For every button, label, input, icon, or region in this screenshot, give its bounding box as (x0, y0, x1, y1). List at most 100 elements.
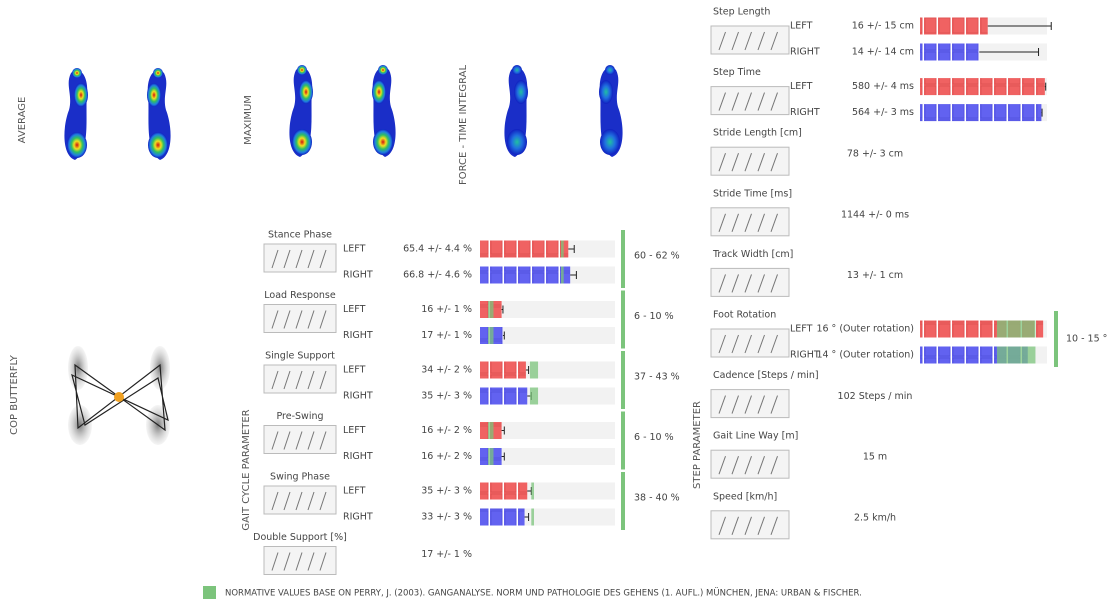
foot-heat (507, 129, 527, 155)
bar (920, 104, 1041, 121)
normative-label: 6 - 10 % (634, 311, 674, 322)
row-title: Step Length (713, 7, 770, 18)
normative-label: 38 - 40 % (634, 493, 680, 504)
cop-butterfly (68, 346, 170, 445)
value: 14 ° (Outer rotation) (816, 350, 914, 361)
value: 102 Steps / min (838, 391, 913, 402)
normative-marker (621, 230, 625, 288)
row-title: Gait Line Way [m] (713, 431, 798, 442)
illustration (264, 244, 336, 272)
row-title: Stride Time [ms] (713, 188, 792, 199)
normative-range (530, 362, 538, 379)
normative-range (997, 347, 1035, 364)
row-title: Load Response (264, 290, 336, 301)
value: 1144 +/- 0 ms (841, 209, 909, 220)
row-title: Double Support [%] (253, 532, 347, 543)
legend-swatch (203, 586, 216, 599)
heatmap-label: AVERAGE (17, 97, 28, 144)
foot-heat (299, 80, 313, 104)
value: 16 +/- 15 cm (852, 21, 914, 32)
value: 35 +/- 3 % (421, 391, 472, 402)
normative-range (561, 241, 564, 258)
bar (920, 18, 988, 35)
side-label: LEFT (343, 365, 366, 376)
bar (480, 267, 570, 284)
foot-heat (67, 132, 87, 158)
normative-range (561, 267, 564, 284)
bar (920, 78, 1045, 95)
illustration (264, 486, 336, 514)
foot-heat (72, 68, 82, 78)
bar (480, 483, 527, 500)
normative-label: 37 - 43 % (634, 372, 680, 383)
illustration (264, 305, 336, 333)
row-title: Stance Phase (268, 230, 332, 241)
side-label: RIGHT (343, 512, 373, 523)
side-label: LEFT (343, 304, 366, 315)
value: 15 m (863, 452, 887, 463)
normative-range (488, 422, 493, 439)
value: 35 +/- 3 % (421, 486, 472, 497)
row-title: Step Time (713, 67, 761, 78)
foot-heat (74, 83, 88, 107)
value: 33 +/- 3 % (421, 512, 472, 523)
side-label: RIGHT (343, 330, 373, 341)
foot-heat (147, 83, 161, 107)
foot-heat (372, 80, 386, 104)
footnote: NORMATIVE VALUES BASE ON PERRY, J. (2003… (225, 588, 862, 599)
foot-heat (153, 68, 163, 78)
value: 16 +/- 2 % (421, 451, 472, 462)
side-label: RIGHT (343, 270, 373, 281)
value: 34 +/- 2 % (421, 365, 472, 376)
heatmap-label: FORCE - TIME INTEGRAL (458, 65, 469, 186)
value: 78 +/- 3 cm (847, 149, 903, 160)
row-title: Stride Length [cm] (713, 128, 802, 139)
side-label: RIGHT (790, 107, 820, 118)
bar (480, 388, 527, 405)
normative-marker (621, 412, 625, 470)
row-title: Swing Phase (270, 472, 330, 483)
side-label: RIGHT (343, 391, 373, 402)
side-label: LEFT (343, 486, 366, 497)
foot-heat (378, 65, 388, 75)
bar (480, 509, 525, 526)
side-label: RIGHT (343, 451, 373, 462)
value: 13 +/- 1 cm (847, 270, 903, 281)
normative-marker (1054, 311, 1058, 367)
row-title: Pre-Swing (276, 411, 323, 422)
row-title: Cadence [Steps / min] (713, 370, 819, 381)
normative-range (488, 448, 493, 465)
section-title: STEP PARAMETER (692, 401, 703, 489)
side-label: RIGHT (790, 47, 820, 58)
normative-range (531, 483, 534, 500)
normative-marker (621, 472, 625, 530)
value: 580 +/- 4 ms (852, 81, 914, 92)
foot-heat (373, 129, 393, 155)
value: 66.8 +/- 4.6 % (403, 270, 472, 281)
value: 16 +/- 2 % (421, 425, 472, 436)
side-label: RIGHT (790, 350, 820, 361)
normative-marker (621, 291, 625, 349)
foot-heat (605, 65, 615, 75)
foot-heat (514, 80, 528, 104)
row-title: Single Support (265, 351, 335, 362)
side-label: LEFT (343, 244, 366, 255)
illustration (264, 547, 336, 575)
foot-heat (599, 80, 613, 104)
side-label: LEFT (790, 21, 813, 32)
value: 16 +/- 1 % (421, 304, 472, 315)
value: 14 +/- 14 cm (852, 47, 914, 58)
illustration (264, 426, 336, 454)
gait-report: AVERAGE MAXIMUM FORCE - TIME INTEGRAL CO… (0, 0, 1114, 606)
normative-label: 10 - 15 ° (1066, 334, 1107, 345)
foot-heat (600, 129, 620, 155)
normative-marker (621, 351, 625, 409)
value: 2.5 km/h (854, 512, 896, 523)
row-title: Track Width [cm] (712, 249, 793, 260)
bar (920, 44, 979, 61)
value: 17 +/- 1 % (421, 330, 472, 341)
value: 16 ° (Outer rotation) (816, 324, 914, 335)
foot-heat (292, 129, 312, 155)
illustration (264, 365, 336, 393)
side-label: LEFT (343, 425, 366, 436)
